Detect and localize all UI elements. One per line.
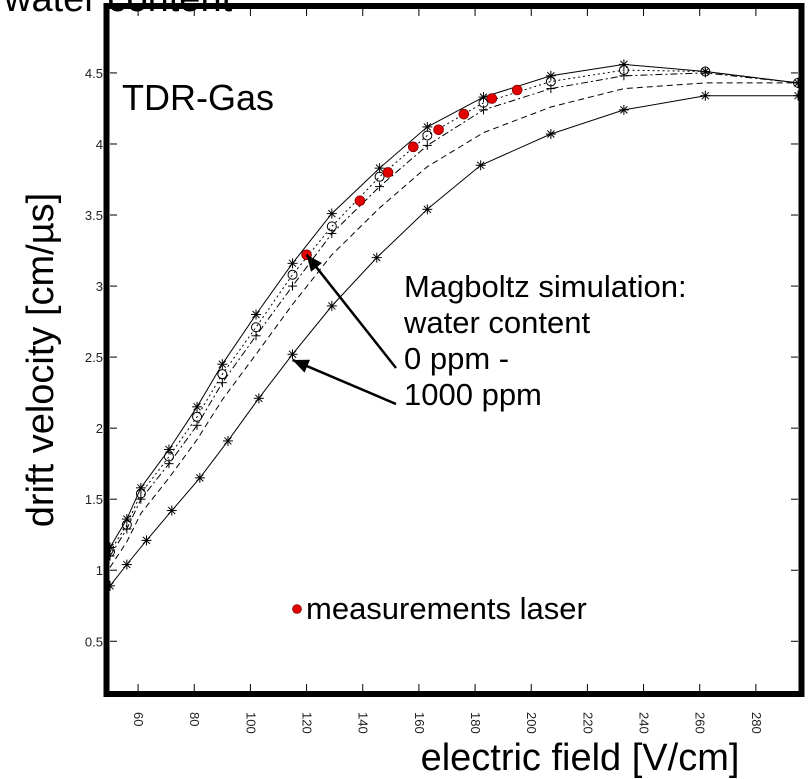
data-point <box>458 108 470 120</box>
data-point <box>545 70 556 81</box>
data-point <box>382 167 394 178</box>
data-point <box>121 514 132 525</box>
chart-title: TDR-Gas <box>122 77 274 118</box>
data-point <box>166 505 177 516</box>
data-point <box>164 459 174 469</box>
data-point <box>354 195 366 207</box>
annotation-line: Magboltz simulation: <box>404 269 687 304</box>
data-point <box>511 84 523 96</box>
legend: measurements laser <box>292 591 587 626</box>
data-point <box>422 121 433 132</box>
legend-label: measurements laser <box>306 591 587 626</box>
data-point <box>407 141 419 153</box>
x-tick-label: 260 <box>693 712 708 734</box>
data-point <box>217 378 227 388</box>
data-point <box>287 269 298 280</box>
data-point <box>192 420 202 430</box>
x-tick-label: 240 <box>637 712 652 734</box>
data-point <box>217 359 228 370</box>
data-point <box>374 171 385 182</box>
data-point <box>251 309 262 320</box>
data-point <box>327 228 337 238</box>
series-line <box>109 82 798 568</box>
data-point <box>163 444 174 455</box>
data-point <box>422 204 433 215</box>
plot-frame <box>103 3 805 697</box>
data-point <box>433 124 444 136</box>
data-point <box>326 208 337 219</box>
data-point <box>251 322 262 333</box>
data-point <box>478 105 488 115</box>
data-point <box>619 71 629 81</box>
data-point <box>422 140 432 150</box>
annotation-arrow <box>292 358 397 406</box>
data-point <box>618 104 629 115</box>
y-tick-label: 4.5 <box>85 66 103 81</box>
series-line <box>109 72 799 557</box>
legend-marker <box>292 604 302 614</box>
x-tick-label: 180 <box>468 712 483 734</box>
data-point <box>287 258 298 269</box>
x-tick-label: 100 <box>243 712 258 734</box>
x-tick-label: 220 <box>580 712 595 734</box>
data-point <box>192 401 203 412</box>
data-point <box>422 130 433 141</box>
data-point <box>253 393 264 404</box>
data-point <box>618 59 629 70</box>
y-axis-label: drift velocity [cm/µs] <box>20 193 62 527</box>
x-axis-ticks: 60 80 100 120 140 160 180 200 220 240 260 280 <box>131 9 764 734</box>
x-axis-label: electric field [V/cm] <box>421 737 740 779</box>
annotation-line: water content <box>403 305 590 340</box>
data-point <box>222 435 233 446</box>
data-point <box>136 494 146 504</box>
data-point <box>371 252 382 263</box>
annotation-line: 1000 ppm <box>404 377 542 412</box>
data-point <box>141 535 152 546</box>
x-tick-label: 140 <box>356 712 371 734</box>
x-tick-label: 200 <box>524 712 539 734</box>
y-tick-label: 1 <box>96 563 103 578</box>
data-point <box>475 160 486 171</box>
x-tick-label: 60 <box>131 712 146 726</box>
simulation-series-3 <box>109 82 798 568</box>
y-tick-label: 1.5 <box>85 492 103 507</box>
y-tick-label: 3 <box>96 279 103 294</box>
data-point <box>700 68 710 78</box>
y-tick-label: 0.5 <box>85 634 103 649</box>
data-point <box>288 281 298 291</box>
data-point <box>326 300 337 311</box>
data-point <box>700 90 711 101</box>
data-point <box>545 129 556 140</box>
y-axis-ticks: 0.5 1 1.5 2 2.5 3 3.5 4 4.5 <box>85 66 798 649</box>
x-tick-label: 120 <box>300 712 315 734</box>
series-line <box>109 95 798 587</box>
x-tick-label: 80 <box>187 712 202 726</box>
annotation-line: 0 ppm - <box>404 341 509 376</box>
data-point <box>374 163 385 174</box>
y-tick-label: 2.5 <box>85 350 103 365</box>
y-tick-label: 3.5 <box>85 208 103 223</box>
x-tick-label: 280 <box>749 712 764 734</box>
data-point <box>546 84 556 94</box>
y-tick-label: 4 <box>96 137 103 152</box>
y-tick-label: 2 <box>96 421 103 436</box>
data-point <box>194 472 205 483</box>
series-line <box>109 63 799 548</box>
data-point <box>375 182 385 192</box>
data-point <box>486 93 498 104</box>
data-point <box>122 524 132 534</box>
data-point <box>287 349 298 360</box>
annotation-arrow <box>305 254 397 369</box>
data-point <box>121 559 132 570</box>
data-point <box>251 331 261 341</box>
x-tick-label: 160 <box>412 712 427 734</box>
